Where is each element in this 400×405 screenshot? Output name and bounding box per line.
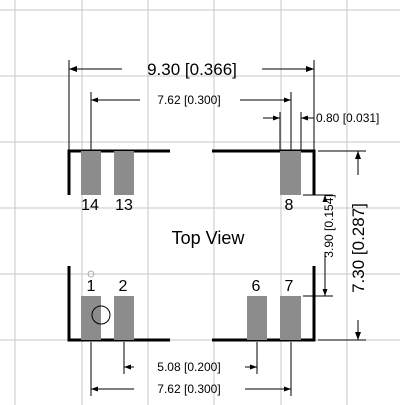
pad-2 [114, 296, 134, 340]
overall-width-dimension [68, 60, 315, 150]
overall-height-label: 7.30 [0.287] [349, 203, 368, 293]
view-title: Top View [172, 228, 246, 248]
pin-label-8: 8 [285, 197, 294, 214]
pin-label-7: 7 [285, 278, 294, 295]
pad-row-gap-label: 3.90 [0.154] [322, 194, 336, 257]
row-spacing-top-dimension [90, 92, 292, 150]
pin-label-13: 13 [115, 197, 133, 214]
package-outline [67, 149, 316, 342]
pin-spacing-bottom-dimension [123, 342, 258, 374]
pad-8 [280, 151, 301, 195]
pad-width-label: 0.80 [0.031] [316, 111, 379, 125]
pin-label-14: 14 [81, 197, 99, 214]
pin1-dot-icon [87, 270, 95, 278]
pad-13 [114, 151, 134, 195]
pad-6 [247, 296, 267, 340]
overall-width-label: 9.30 [0.366] [147, 60, 237, 79]
pin-label-6: 6 [252, 278, 261, 295]
pad-1 [81, 296, 101, 340]
pin-label-2: 2 [119, 278, 128, 295]
overall-height-dimension [318, 150, 366, 341]
pad-row-gap-dimension [303, 194, 333, 297]
row-spacing-top-label: 7.62 [0.300] [157, 93, 220, 107]
pad-width-dimension [263, 112, 314, 150]
row-spacing-bottom-label: 7.62 [0.300] [157, 382, 220, 396]
pin1-marker-circle [91, 305, 111, 325]
pin-label-1: 1 [87, 278, 96, 295]
row-spacing-bottom-dimension [90, 342, 292, 396]
pin-spacing-bottom-label: 5.08 [0.200] [157, 360, 220, 374]
pad-14 [81, 151, 101, 195]
pad-7 [280, 296, 301, 340]
